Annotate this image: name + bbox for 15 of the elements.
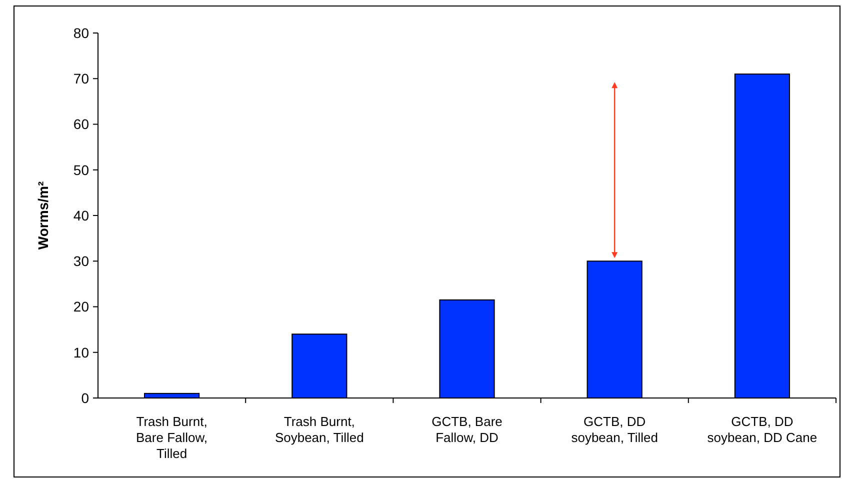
x-tick-label: Trash Burnt, Bare Fallow, Tilled	[136, 414, 208, 461]
y-axis-title: Worms/m²	[35, 181, 51, 250]
x-tick-label: Trash Burnt, Soybean, Tilled	[274, 414, 364, 445]
y-tick-label: 0	[81, 390, 90, 406]
y-tick-label: 40	[73, 207, 90, 224]
y-tick-label: 70	[73, 70, 90, 87]
y-tick-label: 80	[73, 24, 90, 41]
x-tick-label: GCTB, Bare Fallow, DD	[432, 414, 502, 445]
x-tick-label: GCTB, DD soybean, Tilled	[571, 414, 658, 445]
y-tick-label: 30	[73, 253, 90, 270]
y-tick-label: 60	[73, 116, 90, 132]
y-tick-label: 10	[73, 344, 90, 360]
x-tick-label: GCTB, DD soybean, DD Cane	[707, 414, 818, 445]
y-tick-label: 50	[73, 162, 90, 178]
y-tick-label: 20	[73, 298, 90, 315]
